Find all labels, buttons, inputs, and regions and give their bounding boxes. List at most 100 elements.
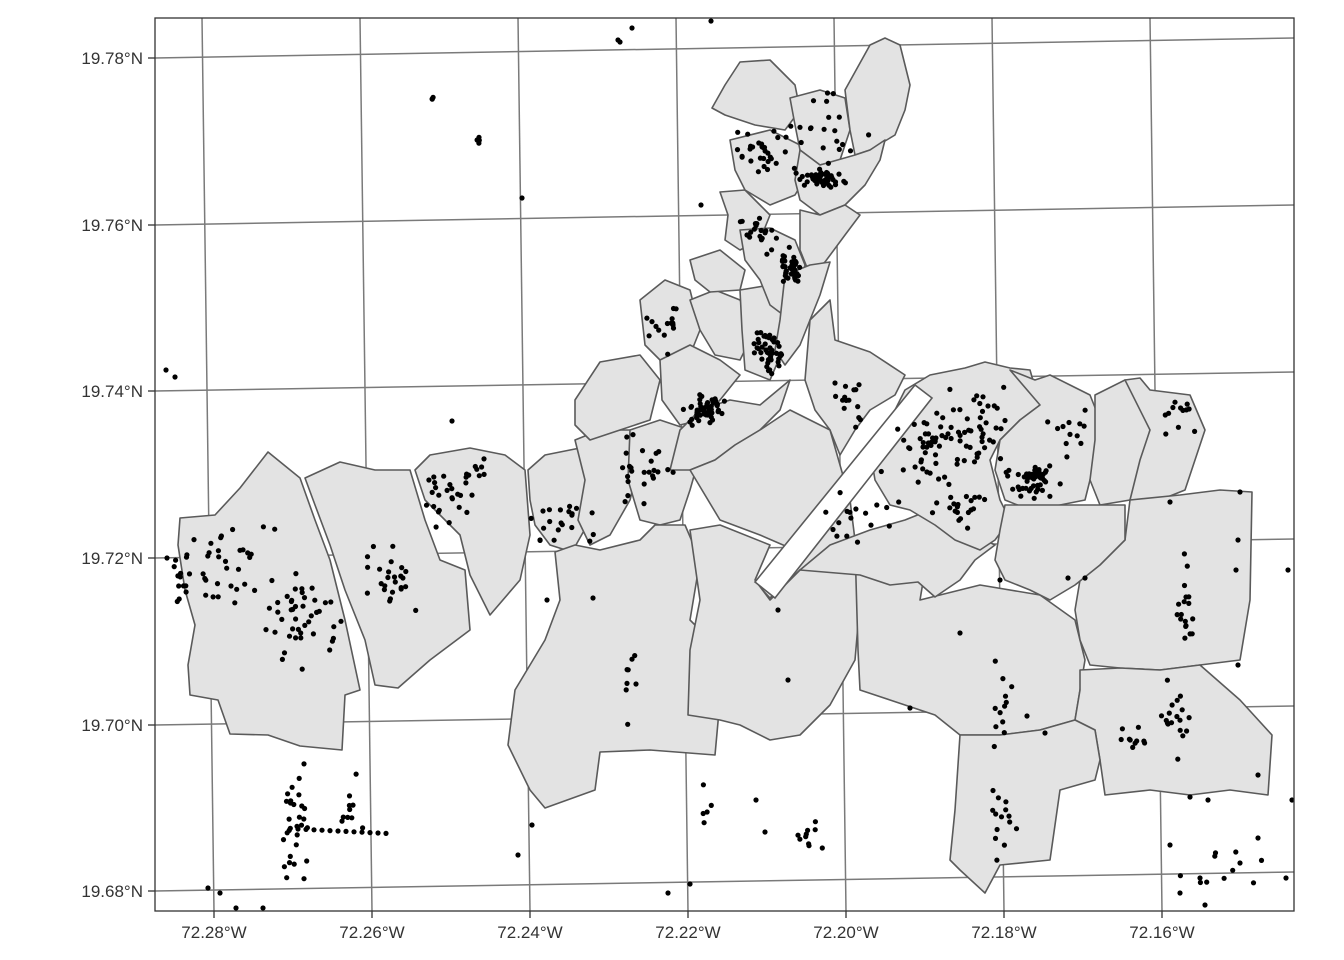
map-point <box>1186 600 1192 607</box>
map-point <box>830 526 836 533</box>
map-point <box>184 552 190 558</box>
map-point <box>622 499 628 505</box>
map-point <box>1130 744 1136 751</box>
map-point <box>993 811 999 817</box>
map-point <box>788 123 794 129</box>
map-point <box>403 568 409 575</box>
map-point <box>998 814 1005 820</box>
map-point <box>783 268 789 274</box>
map-point <box>826 182 832 188</box>
map-point <box>715 409 721 415</box>
map-point <box>301 876 307 882</box>
map-point <box>765 150 771 156</box>
map-point <box>697 401 703 407</box>
map-point <box>624 680 630 687</box>
map-point <box>275 599 281 606</box>
map-point <box>812 827 818 833</box>
map-point <box>433 485 439 491</box>
map-point <box>670 469 676 475</box>
map-panel-border <box>154 17 1295 912</box>
map-point <box>755 336 761 342</box>
map-point <box>172 374 178 380</box>
map-point <box>708 18 714 24</box>
map-point <box>1006 813 1012 819</box>
map-point <box>303 826 309 833</box>
map-point <box>1029 471 1035 477</box>
map-point <box>764 251 770 257</box>
map-point <box>283 798 290 804</box>
map-point <box>952 508 958 514</box>
map-point <box>299 666 305 672</box>
map-point <box>982 445 988 451</box>
map-point <box>293 571 299 577</box>
map-point <box>648 458 654 464</box>
map-point <box>954 456 961 463</box>
map-point <box>1015 471 1021 478</box>
map-point <box>625 473 631 480</box>
map-point <box>982 496 988 503</box>
map-point <box>757 155 764 161</box>
map-point <box>260 524 266 530</box>
map-point <box>665 351 671 357</box>
map-point <box>299 586 305 592</box>
map-point <box>707 410 713 416</box>
map-point <box>301 595 308 601</box>
map-point <box>309 585 315 591</box>
map-point <box>956 517 962 523</box>
map-point <box>951 501 957 507</box>
map-point <box>710 400 716 406</box>
map-point <box>771 335 777 341</box>
map-point <box>1289 797 1294 803</box>
map-point <box>215 548 221 554</box>
map-point <box>346 802 352 809</box>
map-point <box>559 522 565 528</box>
map-point <box>633 681 639 687</box>
map-point <box>946 481 952 487</box>
map-point <box>296 775 302 782</box>
map-point <box>844 533 850 539</box>
map-point <box>832 128 838 134</box>
map-point <box>386 569 392 575</box>
map-point <box>980 394 986 400</box>
map-point <box>232 600 238 606</box>
map-point <box>304 858 310 864</box>
map-point <box>979 408 986 414</box>
map-point <box>624 434 630 440</box>
map-point <box>589 510 595 516</box>
map-point <box>390 543 396 549</box>
map-point <box>655 469 661 475</box>
map-point <box>335 828 341 834</box>
region-polygon-wc-4 <box>574 354 661 441</box>
y-tick-label: 19.74°N <box>81 382 143 401</box>
map-point <box>661 332 667 338</box>
map-point <box>781 257 787 263</box>
map-point <box>651 467 657 473</box>
map-point <box>786 244 792 250</box>
map-point <box>1182 635 1188 641</box>
map-point <box>569 524 575 531</box>
map-point <box>834 138 840 144</box>
map-point <box>1163 717 1169 724</box>
map-point <box>630 432 636 438</box>
map-point <box>774 350 780 356</box>
map-point <box>346 793 353 799</box>
map-point <box>464 509 470 515</box>
map-point <box>178 570 184 576</box>
map-point <box>1205 797 1211 803</box>
map-point <box>775 607 781 613</box>
map-point <box>590 595 596 601</box>
map-point <box>920 440 926 446</box>
map-point <box>759 356 765 362</box>
map-point <box>537 537 543 543</box>
map-point <box>734 147 741 153</box>
map-point <box>853 387 859 393</box>
map-point <box>930 435 936 441</box>
map-point <box>1020 485 1026 491</box>
map-point <box>866 132 872 138</box>
map-point <box>769 371 775 377</box>
map-point <box>1077 421 1083 427</box>
map-point <box>812 177 818 183</box>
region-polygons <box>177 37 1273 894</box>
map-point <box>455 491 461 497</box>
